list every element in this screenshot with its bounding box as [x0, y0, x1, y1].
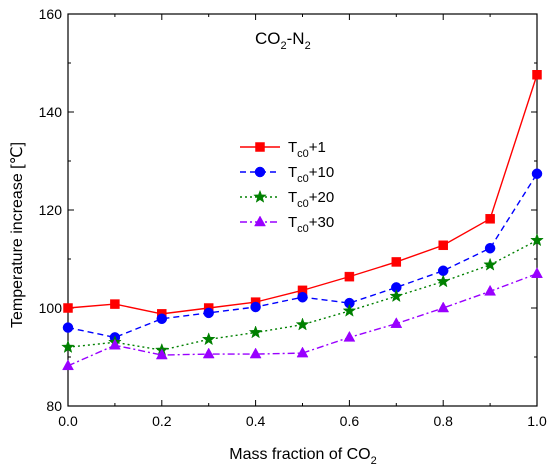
data-point — [484, 242, 496, 254]
x-tick-label: 0.0 — [58, 413, 78, 429]
legend-label: Tc0+30 — [288, 214, 334, 235]
legend-marker — [254, 215, 266, 227]
data-point — [110, 299, 120, 309]
series-line — [67, 239, 538, 351]
data-point — [530, 233, 544, 247]
series-4 — [62, 267, 543, 371]
x-axis-label: Mass fraction of CO2 — [229, 446, 377, 467]
data-point — [202, 347, 215, 359]
legend-marker — [253, 189, 267, 203]
data-point — [344, 271, 355, 282]
data-point — [295, 317, 310, 331]
data-point — [437, 265, 449, 277]
y-axis-label: Temperature increase [℃] — [9, 142, 26, 328]
data-point — [62, 359, 74, 371]
x-axis-label-main: Mass fraction of CO — [229, 446, 370, 463]
series-line — [67, 74, 538, 315]
x-tick-label: 1.0 — [527, 413, 547, 429]
legend-label: Tc0+1 — [288, 139, 326, 160]
legend-entry: Tc0+20 — [240, 189, 334, 210]
data-point — [391, 257, 402, 267]
legend-label: Tc0+20 — [288, 189, 334, 210]
data-point — [531, 168, 543, 179]
legend-entry: Tc0+1 — [240, 139, 326, 160]
data-point — [436, 274, 451, 288]
data-point — [390, 317, 403, 328]
legend-marker — [254, 166, 266, 178]
x-axis-label-sub: 2 — [371, 455, 377, 467]
annotation-main: CO — [255, 29, 281, 48]
data-point — [61, 339, 75, 354]
annotation-sub2: 2 — [305, 40, 311, 52]
data-point — [389, 289, 404, 303]
data-point — [203, 307, 214, 319]
data-point — [297, 291, 308, 303]
annotation-mid: -N — [287, 29, 305, 48]
x-tick-label: 0.4 — [246, 413, 266, 429]
data-point — [438, 240, 448, 251]
data-point — [437, 301, 450, 313]
series-2 — [62, 168, 543, 343]
y-tick-label: 120 — [39, 202, 63, 218]
data-point — [484, 284, 497, 296]
series-1 — [63, 70, 542, 319]
data-point — [62, 322, 74, 333]
data-point — [250, 301, 261, 313]
y-tick-label: 140 — [39, 104, 63, 120]
y-tick-label: 100 — [39, 300, 63, 316]
legend-entry: Tc0+30 — [240, 214, 334, 235]
x-tick-label: 0.6 — [340, 413, 360, 429]
legend: Tc0+1 Tc0+10 Tc0+20 Tc0+30 — [240, 139, 334, 235]
x-tick-label: 0.8 — [433, 413, 453, 429]
x-tick-label: 0.2 — [152, 413, 172, 429]
data-point — [248, 325, 263, 339]
data-point — [249, 347, 262, 359]
y-tick-label: 80 — [46, 398, 62, 414]
plot-axes: 0.0 0.2 0.4 0.6 0.8 1.0 80 100 120 140 160 — [39, 6, 547, 429]
legend-entry: Tc0+10 — [240, 164, 334, 185]
data-point — [296, 346, 309, 358]
legend-marker — [255, 142, 265, 152]
y-tick-label: 160 — [39, 6, 63, 22]
chart-annotation: CO2-N2 — [255, 29, 311, 52]
series-layer — [61, 70, 544, 371]
legend-label: Tc0+10 — [288, 164, 334, 185]
data-point — [156, 313, 168, 325]
data-point — [343, 330, 356, 342]
data-point — [342, 303, 357, 317]
data-point — [155, 348, 168, 360]
data-point — [63, 303, 73, 313]
data-point — [531, 267, 543, 278]
data-point — [483, 257, 497, 271]
data-point — [201, 332, 216, 346]
data-point — [532, 70, 542, 80]
annotation-sub1: 2 — [281, 40, 287, 52]
data-point — [108, 338, 121, 350]
data-point — [485, 214, 495, 224]
